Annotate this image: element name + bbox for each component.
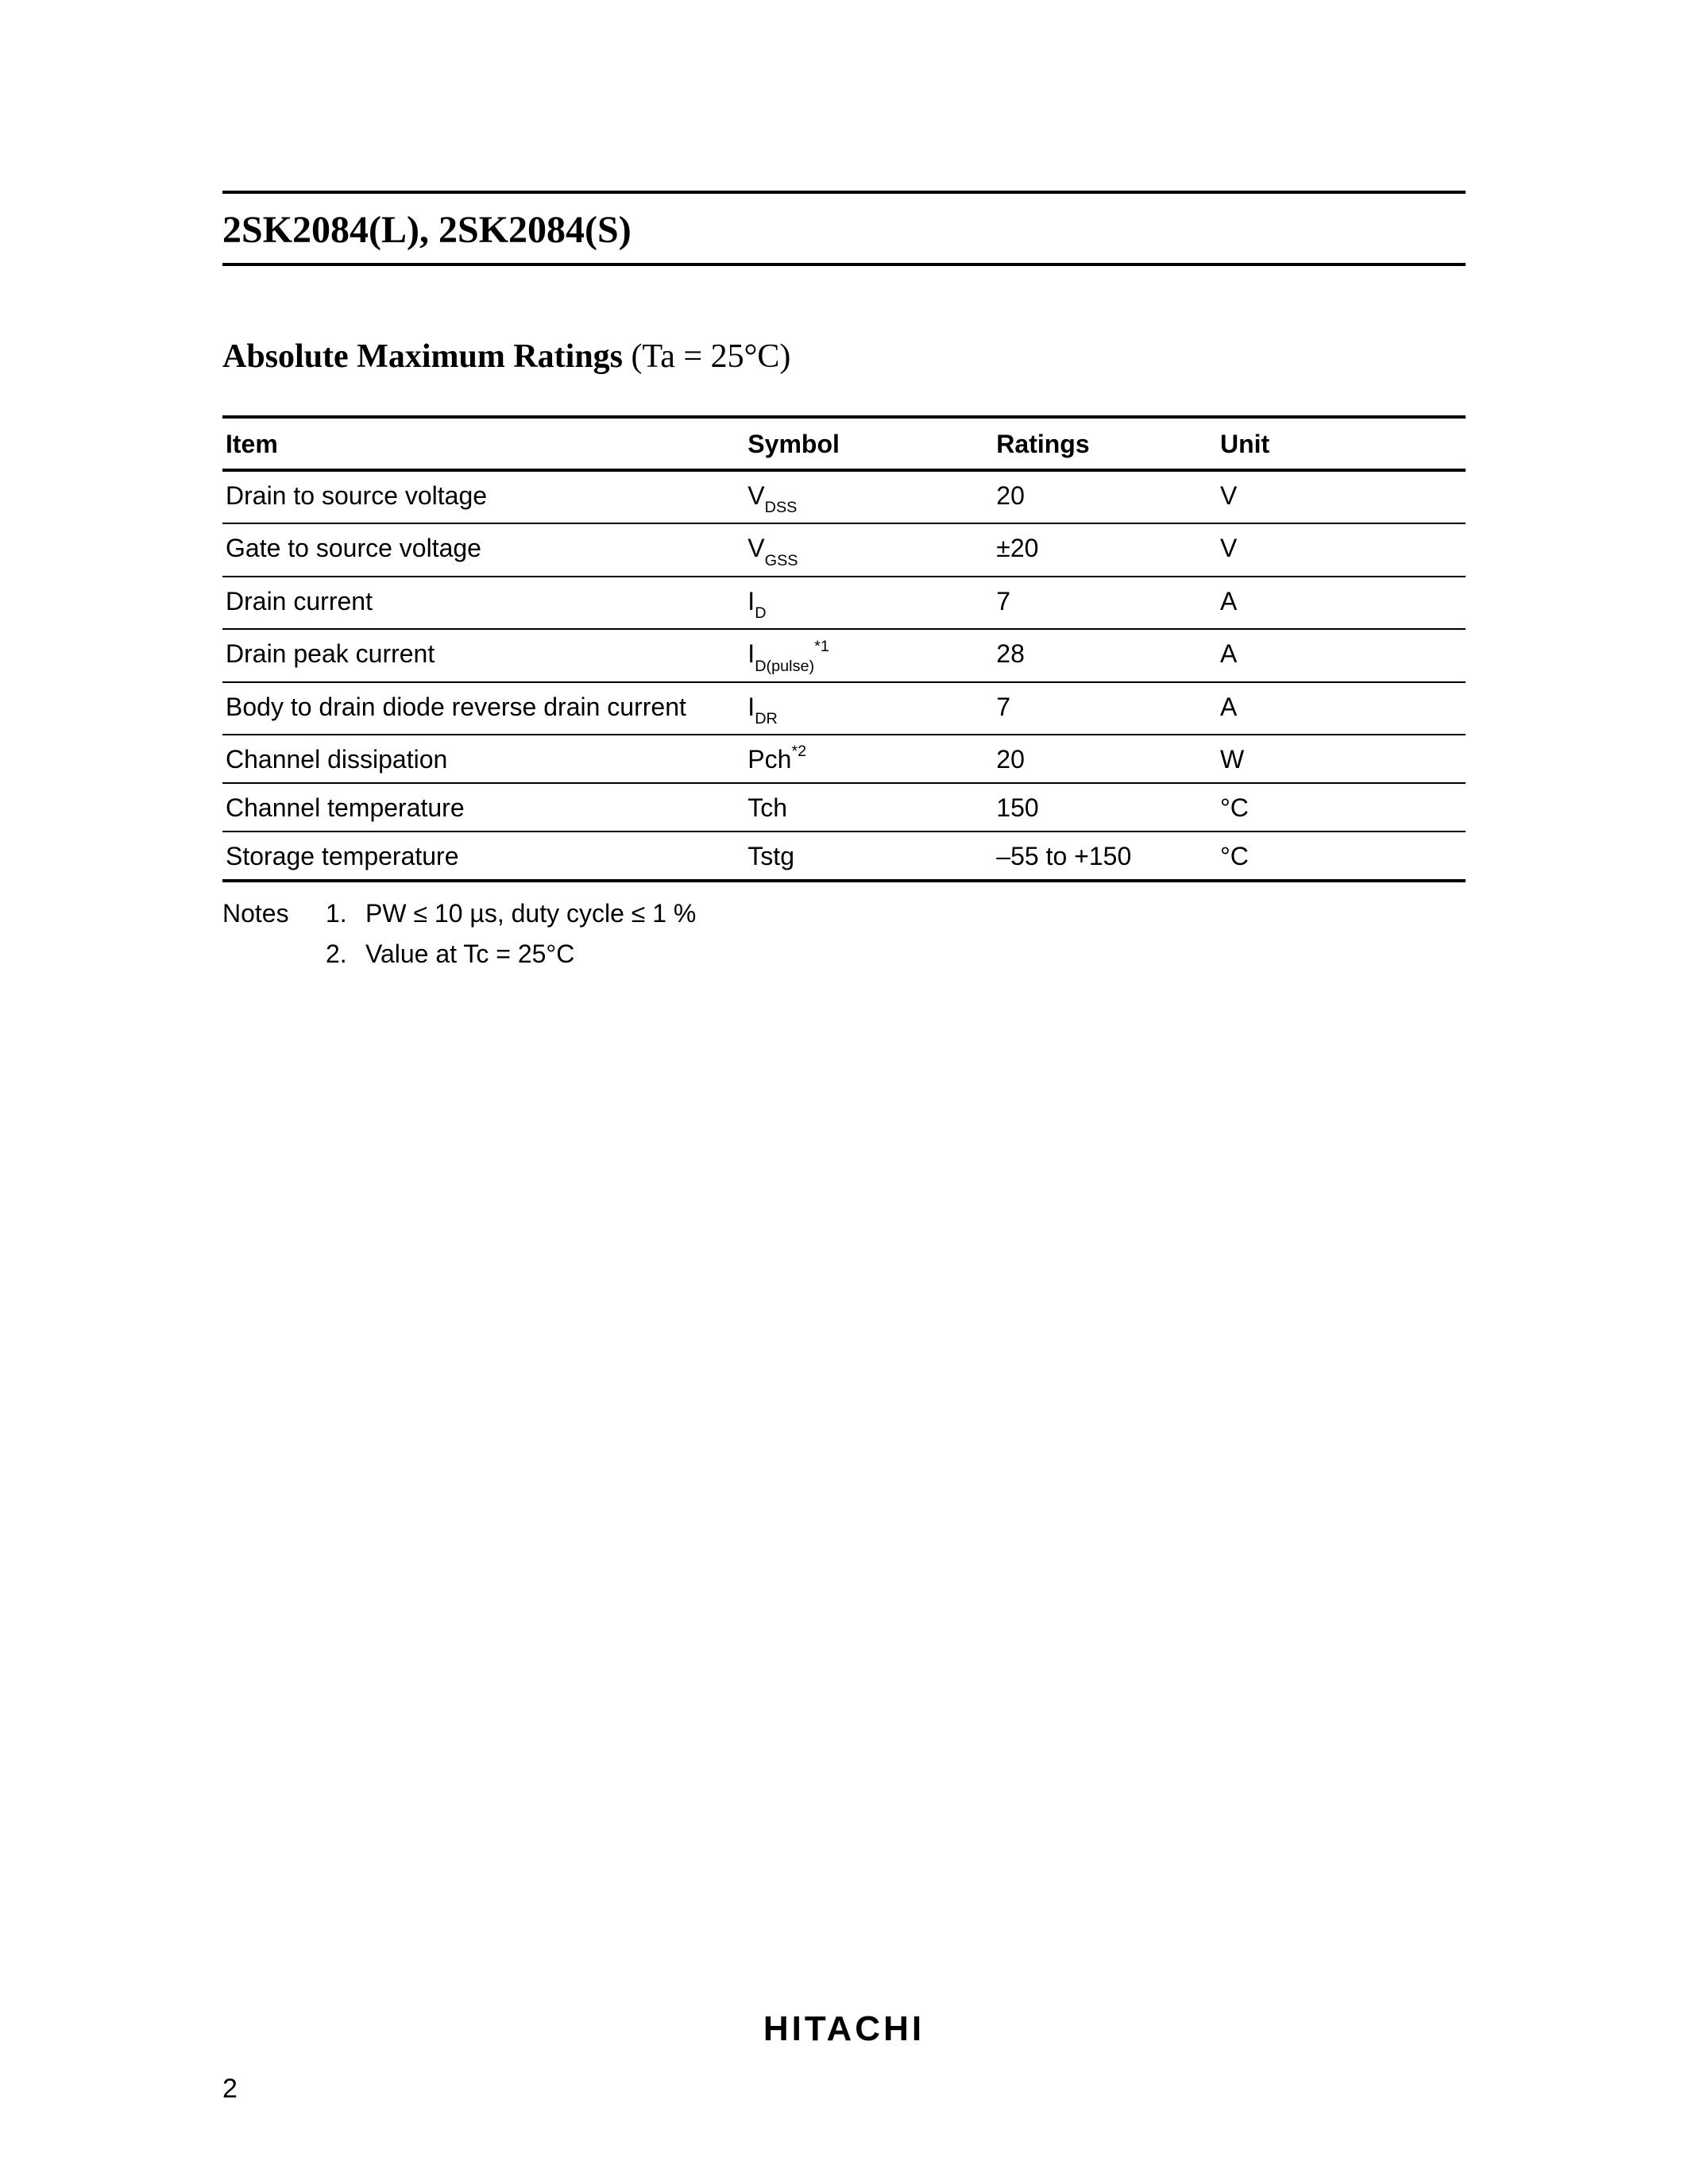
- cell-item: Drain current: [222, 577, 744, 629]
- cell-symbol: Pch*2: [744, 735, 993, 783]
- datasheet-page: 2SK2084(L), 2SK2084(S) Absolute Maximum …: [0, 0, 1688, 2184]
- cell-unit: A: [1217, 577, 1466, 629]
- note-row: 2. Value at Tc = 25°C: [222, 934, 1466, 974]
- table-header-row: Item Symbol Ratings Unit: [222, 417, 1466, 470]
- cell-symbol: Tch: [744, 783, 993, 832]
- cell-unit: V: [1217, 523, 1466, 576]
- symbol-main: V: [747, 534, 764, 562]
- cell-ratings: 7: [993, 682, 1217, 735]
- symbol-sub: D: [755, 604, 766, 622]
- cell-symbol: VDSS: [744, 470, 993, 523]
- note-row: Notes 1. PW ≤ 10 µs, duty cycle ≤ 1 %: [222, 893, 1466, 934]
- cell-symbol: ID(pulse)*1: [744, 629, 993, 681]
- footer-brand: HITACHI: [0, 2009, 1688, 2049]
- cell-item: Channel temperature: [222, 783, 744, 832]
- note-number: 1.: [326, 893, 365, 934]
- symbol-main: Tstg: [747, 842, 794, 870]
- symbol-sup: *2: [791, 743, 806, 760]
- table-row: Drain to source voltageVDSS20V: [222, 470, 1466, 523]
- section-title-bold: Absolute Maximum Ratings: [222, 338, 623, 375]
- section-title: Absolute Maximum Ratings (Ta = 25°C): [222, 338, 1466, 376]
- cell-ratings: –55 to +150: [993, 832, 1217, 881]
- table-row: Drain currentID7A: [222, 577, 1466, 629]
- cell-symbol: IDR: [744, 682, 993, 735]
- symbol-main: Tch: [747, 793, 787, 822]
- cell-unit: W: [1217, 735, 1466, 783]
- cell-unit: A: [1217, 629, 1466, 681]
- cell-ratings: 20: [993, 470, 1217, 523]
- symbol-sub: DR: [755, 710, 778, 727]
- cell-ratings: ±20: [993, 523, 1217, 576]
- symbol-sup: *1: [814, 638, 829, 655]
- cell-unit: A: [1217, 682, 1466, 735]
- cell-unit: V: [1217, 470, 1466, 523]
- table-row: Body to drain diode reverse drain curren…: [222, 682, 1466, 735]
- part-title: 2SK2084(L), 2SK2084(S): [222, 194, 1466, 266]
- table-row: Storage temperatureTstg –55 to +150°C: [222, 832, 1466, 881]
- symbol-sub: D(pulse): [755, 658, 814, 675]
- cell-symbol: VGSS: [744, 523, 993, 576]
- cell-ratings: 7: [993, 577, 1217, 629]
- symbol-sub: DSS: [765, 499, 798, 516]
- col-header-ratings: Ratings: [993, 417, 1217, 470]
- notes-block: Notes 1. PW ≤ 10 µs, duty cycle ≤ 1 % 2.…: [222, 893, 1466, 974]
- cell-item: Channel dissipation: [222, 735, 744, 783]
- col-header-item: Item: [222, 417, 744, 470]
- cell-item: Gate to source voltage: [222, 523, 744, 576]
- symbol-main: Pch: [747, 745, 791, 774]
- note-number: 2.: [326, 934, 365, 974]
- cell-item: Body to drain diode reverse drain curren…: [222, 682, 744, 735]
- section-title-cond: (Ta = 25°C): [623, 338, 790, 375]
- cell-ratings: 150: [993, 783, 1217, 832]
- col-header-unit: Unit: [1217, 417, 1466, 470]
- table-row: Channel dissipationPch*220W: [222, 735, 1466, 783]
- note-text: Value at Tc = 25°C: [365, 934, 574, 974]
- cell-item: Drain peak current: [222, 629, 744, 681]
- table-row: Drain peak currentID(pulse)*128A: [222, 629, 1466, 681]
- table-row: Gate to source voltageVGSS±20V: [222, 523, 1466, 576]
- cell-symbol: ID: [744, 577, 993, 629]
- cell-ratings: 28: [993, 629, 1217, 681]
- symbol-sub: GSS: [765, 552, 798, 569]
- cell-symbol: Tstg: [744, 832, 993, 881]
- symbol-main: I: [747, 587, 755, 615]
- symbol-main: I: [747, 639, 755, 668]
- note-text: PW ≤ 10 µs, duty cycle ≤ 1 %: [365, 893, 696, 934]
- table-row: Channel temperatureTch 150°C: [222, 783, 1466, 832]
- cell-unit: °C: [1217, 832, 1466, 881]
- notes-label: Notes: [222, 893, 326, 934]
- symbol-main: V: [747, 481, 764, 510]
- cell-unit: °C: [1217, 783, 1466, 832]
- cell-ratings: 20: [993, 735, 1217, 783]
- cell-item: Drain to source voltage: [222, 470, 744, 523]
- cell-item: Storage temperature: [222, 832, 744, 881]
- notes-label-blank: [222, 934, 326, 974]
- symbol-main: I: [747, 693, 755, 721]
- col-header-symbol: Symbol: [744, 417, 993, 470]
- ratings-table: Item Symbol Ratings Unit Drain to source…: [222, 415, 1466, 882]
- page-number: 2: [222, 2074, 238, 2105]
